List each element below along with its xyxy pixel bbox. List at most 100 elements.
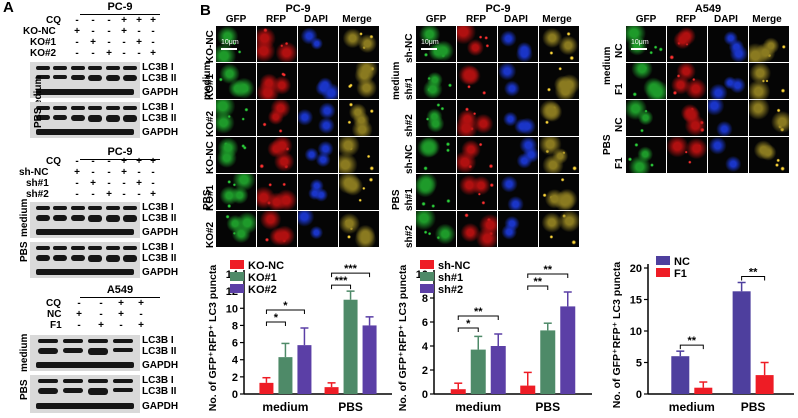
row-label: KO#1 bbox=[205, 184, 216, 211]
micrograph-tile bbox=[298, 211, 338, 247]
micrograph-tile bbox=[539, 211, 579, 247]
channel-header-merge: Merge bbox=[752, 14, 782, 25]
group-label-pbs: PBS bbox=[391, 189, 402, 210]
significance-bracket bbox=[679, 344, 704, 350]
bar bbox=[694, 387, 713, 394]
micrograph-tile bbox=[457, 26, 497, 62]
blot-title-rule bbox=[80, 159, 160, 160]
treatment-sign: - bbox=[99, 309, 103, 320]
row-label: sh#2 bbox=[404, 114, 415, 137]
group-label-pbs: PBS bbox=[19, 241, 30, 262]
group-label-medium: medium bbox=[391, 61, 402, 100]
treatment-sign: - bbox=[91, 48, 95, 59]
treatment-sign: + bbox=[121, 15, 127, 26]
treatment-sign: - bbox=[77, 320, 81, 331]
row-label-lc3b-i: LC3B I bbox=[142, 242, 174, 253]
treatment-sign: - bbox=[91, 167, 95, 178]
significance-bracket bbox=[457, 315, 499, 320]
row-label: KO-NC bbox=[205, 141, 216, 174]
row-label-gapdh: GAPDH bbox=[142, 87, 179, 98]
y-tick-label: 6 bbox=[422, 317, 428, 329]
treatment-sign: + bbox=[90, 37, 96, 48]
significance-label: * bbox=[466, 318, 471, 330]
micrograph-grid bbox=[216, 26, 379, 248]
treatment-sign: + bbox=[138, 298, 144, 309]
y-tick-label: 15 bbox=[630, 295, 642, 307]
micrograph-tile bbox=[298, 100, 338, 136]
micrograph-tile bbox=[257, 26, 297, 62]
micrograph-tile bbox=[257, 63, 297, 99]
treatment-sign: - bbox=[151, 178, 155, 189]
legend-label: KO-NC bbox=[248, 260, 284, 272]
y-tick-label: 8 bbox=[422, 293, 428, 305]
treatment-label-sh-nc: sh-NC bbox=[19, 167, 49, 178]
treatment-sign: + bbox=[118, 298, 124, 309]
bar bbox=[540, 330, 556, 394]
significance-bracket bbox=[331, 272, 371, 278]
significance-bracket bbox=[741, 275, 766, 281]
treatment-sign: + bbox=[150, 156, 156, 167]
legend-swatch bbox=[230, 260, 244, 269]
micrograph-tile bbox=[667, 100, 707, 136]
treatment-sign: - bbox=[107, 156, 111, 167]
western-blot-image bbox=[30, 202, 140, 226]
row-label: sh-NC bbox=[404, 33, 415, 63]
western-blot-image bbox=[30, 266, 140, 278]
micrograph-tile bbox=[339, 174, 379, 210]
scale-bar-label: 10μm bbox=[221, 39, 239, 46]
treatment-sign: - bbox=[75, 37, 79, 48]
bar bbox=[560, 306, 576, 394]
micrograph-tile bbox=[339, 63, 379, 99]
treatment-label-ko2: KO#2 bbox=[30, 48, 57, 59]
row-label: sh#1 bbox=[404, 77, 415, 100]
scale-bar-label: 10μm bbox=[421, 39, 439, 46]
y-tick-label: 20 bbox=[630, 263, 642, 275]
row-label-gapdh: GAPDH bbox=[142, 127, 179, 138]
micrograph-tile bbox=[498, 137, 538, 173]
micrograph-tile bbox=[498, 100, 538, 136]
treatment-sign: - bbox=[107, 15, 111, 26]
significance-label: *** bbox=[335, 275, 349, 287]
treatment-sign: + bbox=[138, 320, 144, 331]
channel-header-dapi: DAPI bbox=[714, 14, 738, 25]
y-axis-label: No. of GFP⁺RFP⁺ LC3 puncta bbox=[207, 265, 219, 412]
treatment-sign: + bbox=[106, 189, 112, 200]
y-tick-label: 6 bbox=[232, 338, 238, 350]
legend-label: NC bbox=[674, 256, 690, 268]
significance-label: * bbox=[283, 300, 288, 312]
micrograph-tile bbox=[216, 100, 256, 136]
treatment-sign: - bbox=[107, 26, 111, 37]
micrograph-tile bbox=[498, 211, 538, 247]
row-label-lc3b-i: LC3B I bbox=[142, 375, 174, 386]
micrograph-tile bbox=[539, 174, 579, 210]
channel-header-rfp: RFP bbox=[676, 14, 696, 25]
row-label-lc3b-i: LC3B I bbox=[142, 102, 174, 113]
treatment-sign: + bbox=[150, 15, 156, 26]
micrograph-tile bbox=[498, 174, 538, 210]
western-blot-image bbox=[30, 102, 140, 126]
micrograph-tile bbox=[667, 26, 707, 62]
micrograph-tile bbox=[457, 63, 497, 99]
panel-b-letter: B bbox=[200, 2, 211, 19]
treatment-label-ko1: KO#1 bbox=[30, 37, 57, 48]
treatment-sign: + bbox=[150, 189, 156, 200]
western-blot-image bbox=[30, 242, 140, 266]
micrograph-tile bbox=[708, 26, 748, 62]
western-blot-image bbox=[30, 226, 140, 238]
channel-header-gfp: GFP bbox=[635, 14, 657, 25]
y-tick-label: 0 bbox=[422, 389, 428, 401]
row-label-lc3b-ii: LC3B II bbox=[142, 213, 177, 224]
group-label-pbs: PBS bbox=[19, 379, 30, 400]
channel-header-gfp: GFP bbox=[225, 14, 247, 25]
micrograph-tile bbox=[216, 26, 256, 62]
micrograph-tile bbox=[749, 63, 789, 99]
x-tick-label: medium bbox=[669, 400, 715, 414]
row-label: KO#2 bbox=[205, 221, 216, 248]
treatment-sign: - bbox=[107, 167, 111, 178]
y-tick-label: 10 bbox=[226, 303, 238, 315]
treatment-sign: - bbox=[75, 189, 79, 200]
x-tick-label: medium bbox=[455, 400, 501, 414]
legend-label: sh#2 bbox=[438, 284, 463, 296]
row-label-lc3b-ii: LC3B II bbox=[142, 113, 177, 124]
x-tick-label: PBS bbox=[535, 400, 560, 414]
